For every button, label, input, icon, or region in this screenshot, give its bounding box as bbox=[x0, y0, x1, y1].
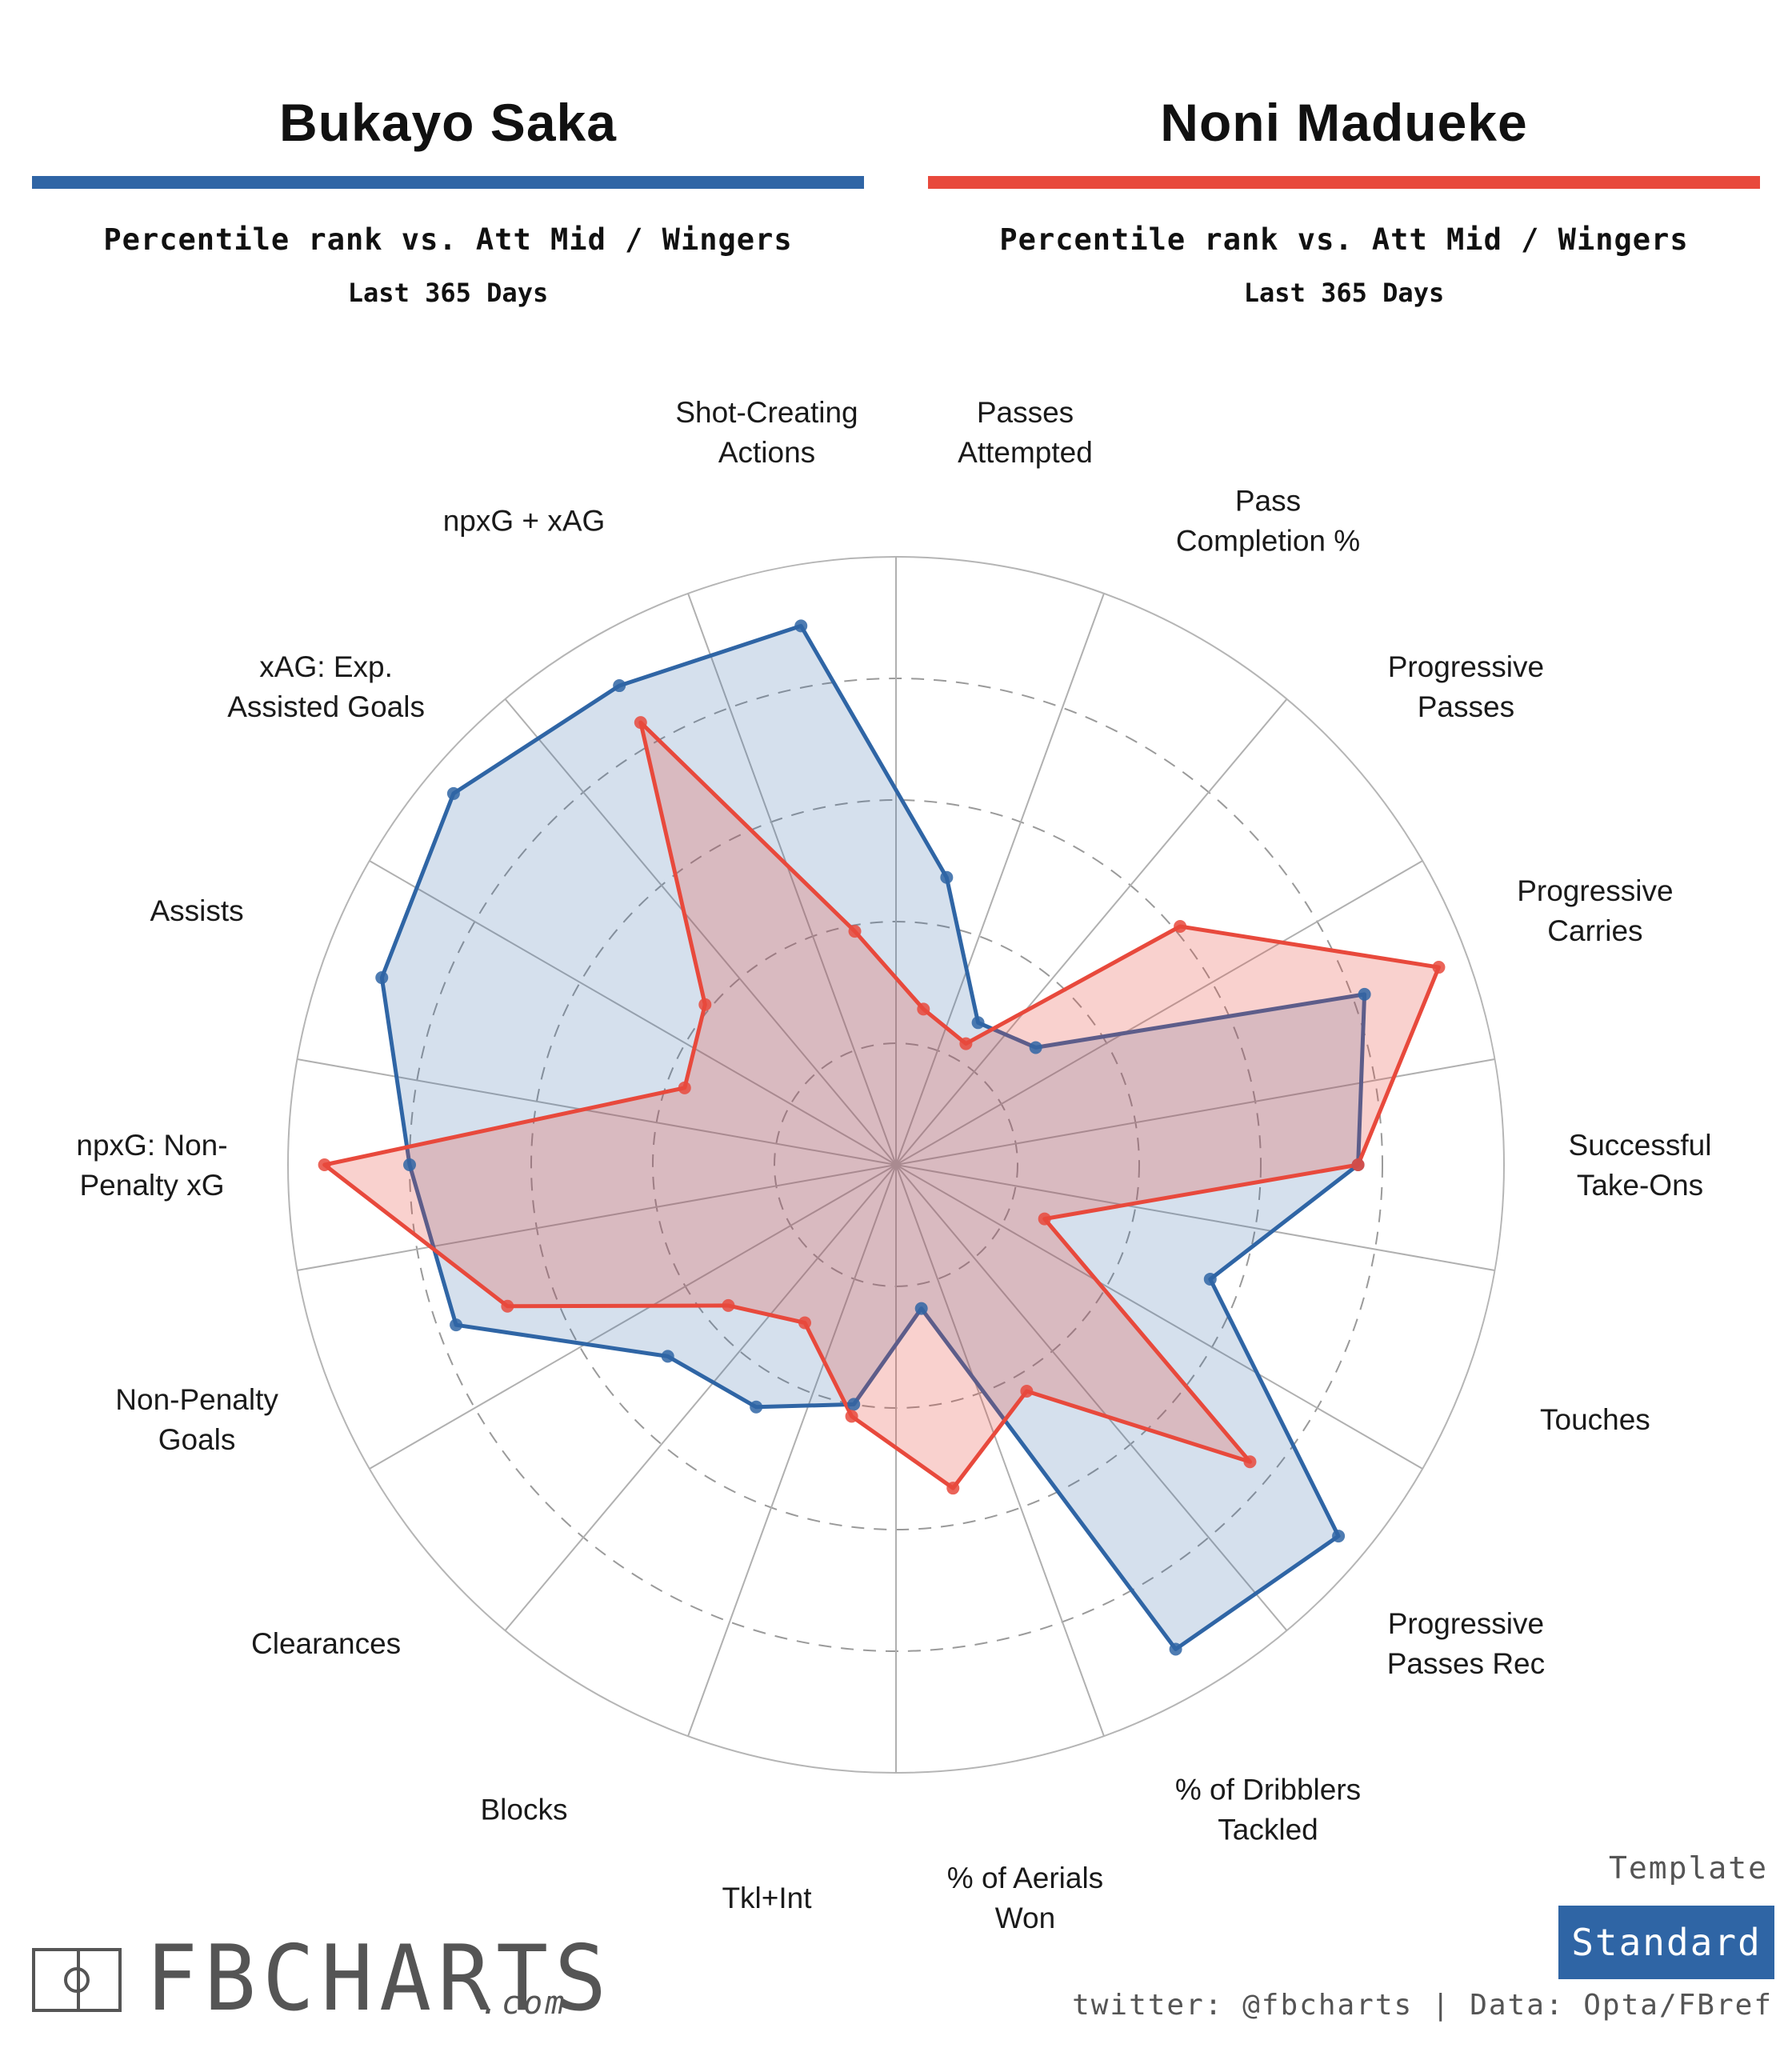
radar-spoke bbox=[895, 698, 1288, 1166]
player-period: Last 365 Days bbox=[347, 278, 549, 308]
axis-label: npxG: Non-Penalty xG bbox=[76, 1129, 227, 1202]
radar-spoke bbox=[895, 1164, 1105, 1737]
data-point-madueke bbox=[959, 1037, 973, 1050]
radar-spoke bbox=[895, 860, 1423, 1166]
data-point-madueke bbox=[698, 998, 712, 1011]
axis-label: Touches bbox=[1540, 1403, 1650, 1436]
data-point-saka bbox=[446, 786, 460, 800]
data-point-madueke bbox=[1038, 1212, 1051, 1226]
template-label: Template bbox=[1608, 1850, 1768, 1886]
data-point-saka bbox=[450, 1318, 463, 1332]
player-subtitle: Percentile rank vs. Att Mid / Wingers bbox=[999, 222, 1689, 257]
data-point-madueke bbox=[318, 1158, 331, 1171]
axis-label: Blocks bbox=[481, 1793, 568, 1826]
radar-spoke bbox=[369, 1164, 897, 1470]
data-credit: twitter: @fbcharts | Data: Opta/FBref bbox=[1072, 1989, 1773, 2022]
data-point-saka bbox=[794, 619, 808, 633]
axis-label: xAG: Exp. Assisted Goals bbox=[227, 650, 425, 723]
data-point-madueke bbox=[1020, 1385, 1034, 1398]
data-point-saka bbox=[914, 1302, 928, 1315]
data-point-madueke bbox=[678, 1081, 691, 1094]
data-point-saka bbox=[1358, 987, 1371, 1001]
axis-label: Progressive Carries bbox=[1517, 874, 1673, 947]
data-point-saka bbox=[661, 1350, 674, 1363]
player-color-bar bbox=[928, 176, 1760, 189]
data-point-madueke bbox=[722, 1298, 735, 1312]
radar-spoke bbox=[687, 593, 897, 1166]
axis-label: Assists bbox=[150, 894, 243, 927]
data-point-madueke bbox=[634, 716, 647, 730]
axis-label: Non-Penalty Goals bbox=[115, 1383, 278, 1456]
radar-spoke bbox=[895, 1164, 1423, 1470]
axis-label: Pass Completion % bbox=[1176, 485, 1360, 558]
radar-spoke bbox=[504, 698, 897, 1166]
axis-label: Shot-Creating Actions bbox=[675, 396, 858, 469]
pitch-icon bbox=[32, 1948, 122, 2012]
brand-text: FBCHARTS bbox=[146, 1926, 614, 2032]
axis-label: Progressive Passes bbox=[1388, 650, 1544, 723]
data-point-saka bbox=[1029, 1041, 1042, 1054]
data-point-saka bbox=[847, 1398, 861, 1411]
data-point-madueke bbox=[798, 1316, 811, 1330]
data-point-saka bbox=[403, 1158, 416, 1171]
data-point-madueke bbox=[1432, 961, 1446, 974]
axis-label: % of Dribblers Tackled bbox=[1175, 1773, 1361, 1846]
radar-spoke bbox=[369, 860, 897, 1166]
data-point-saka bbox=[613, 679, 626, 693]
radar-spoke bbox=[895, 1164, 1495, 1271]
radar-spoke bbox=[297, 1164, 897, 1271]
axis-label: npxG + xAG bbox=[443, 505, 606, 538]
radar-spoke bbox=[504, 1164, 897, 1631]
data-point-madueke bbox=[845, 1410, 858, 1423]
axis-label: Passes Attempted bbox=[958, 396, 1093, 469]
player-name: Noni Madueke bbox=[1160, 93, 1528, 152]
data-point-madueke bbox=[1351, 1158, 1365, 1171]
player-header-right: Noni Madueke Percentile rank vs. Att Mid… bbox=[928, 0, 1760, 308]
player-subtitle: Percentile rank vs. Att Mid / Wingers bbox=[103, 222, 793, 257]
data-point-saka bbox=[750, 1400, 763, 1414]
radar-spoke bbox=[895, 1164, 1288, 1631]
data-point-madueke bbox=[1174, 920, 1187, 934]
data-point-saka bbox=[940, 870, 954, 884]
axis-label: Clearances bbox=[251, 1627, 401, 1660]
brand-suffix: .com bbox=[480, 1985, 567, 2022]
player-color-bar bbox=[32, 176, 864, 189]
axis-label: Successful Take-Ons bbox=[1569, 1129, 1712, 1202]
data-point-saka bbox=[1169, 1642, 1182, 1656]
data-point-madueke bbox=[1243, 1455, 1257, 1469]
data-point-saka bbox=[1203, 1272, 1217, 1286]
axis-label: Tkl+Int bbox=[722, 1882, 812, 1914]
template-badge: Standard bbox=[1558, 1906, 1774, 1979]
axis-label: % of Aerials Won bbox=[947, 1862, 1103, 1934]
data-point-madueke bbox=[848, 925, 862, 938]
data-point-madueke bbox=[946, 1482, 960, 1495]
player-header-left: Bukayo Saka Percentile rank vs. Att Mid … bbox=[32, 0, 864, 308]
radar-spoke bbox=[895, 593, 1105, 1166]
data-point-saka bbox=[375, 971, 389, 985]
data-point-saka bbox=[971, 1016, 985, 1030]
radar-spoke bbox=[687, 1164, 897, 1737]
axis-label: Progressive Passes Rec bbox=[1387, 1607, 1545, 1680]
player-period: Last 365 Days bbox=[1243, 278, 1445, 308]
data-point-saka bbox=[1332, 1530, 1346, 1543]
data-point-madueke bbox=[501, 1299, 514, 1313]
radar-grid-ring bbox=[530, 799, 1262, 1530]
player-name: Bukayo Saka bbox=[279, 93, 617, 152]
data-point-madueke bbox=[917, 1002, 930, 1016]
